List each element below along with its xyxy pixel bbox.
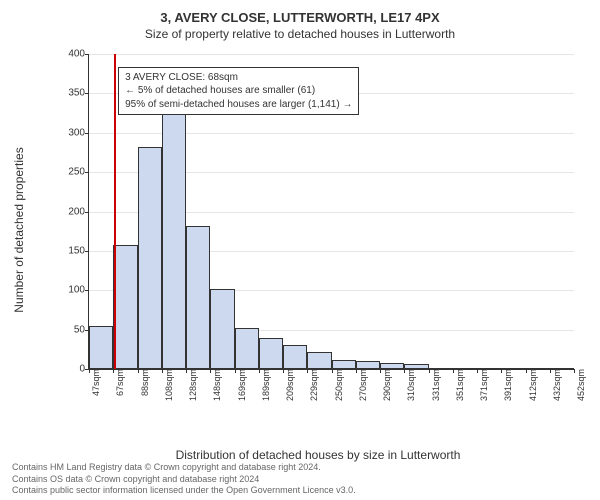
histogram-bar <box>210 289 234 369</box>
plot-area: 05010015020025030035040047sqm67sqm88sqm1… <box>88 54 574 370</box>
histogram-bar <box>113 245 137 369</box>
x-tick-label: 47sqm <box>89 369 101 396</box>
y-tick-label: 200 <box>68 206 89 217</box>
y-tick-label: 50 <box>74 324 89 335</box>
footer-line: Contains OS data © Crown copyright and d… <box>12 474 356 485</box>
histogram-bar <box>259 338 283 370</box>
x-tick-label: 108sqm <box>162 369 174 401</box>
x-tick-label: 88sqm <box>138 369 150 396</box>
x-tick-label: 371sqm <box>477 369 489 401</box>
histogram-bar <box>356 361 380 369</box>
y-tick-label: 350 <box>68 88 89 99</box>
x-tick-label: 229sqm <box>307 369 319 401</box>
footer: Contains HM Land Registry data © Crown c… <box>12 462 356 496</box>
x-tick-label: 412sqm <box>526 369 538 401</box>
chart-title: 3, AVERY CLOSE, LUTTERWORTH, LE17 4PX <box>0 0 600 25</box>
y-axis-label: Number of detached properties <box>12 50 26 410</box>
plot-wrap: 0 50 100 150 200 250 300 350 400 47sqm 67sqm 88sqm 1… <box>58 50 578 410</box>
x-tick-label: 432sqm <box>550 369 562 401</box>
x-tick-label: 148sqm <box>210 369 222 401</box>
histogram-bar <box>162 101 186 369</box>
x-tick-label: 67sqm <box>113 369 125 396</box>
y-tick-label: 100 <box>68 285 89 296</box>
x-tick-label: 189sqm <box>259 369 271 401</box>
y-tick-label: 150 <box>68 245 89 256</box>
x-tick-label: 169sqm <box>235 369 247 401</box>
info-box-line: 3 AVERY CLOSE: 68sqm <box>125 71 352 85</box>
x-tick-label: 209sqm <box>283 369 295 401</box>
histogram-bar <box>332 360 356 369</box>
histogram-bar <box>283 345 307 369</box>
x-tick-label: 452sqm <box>574 369 586 401</box>
y-tick-label: 300 <box>68 127 89 138</box>
y-tick-label: 0 <box>79 364 89 375</box>
x-axis-label: Distribution of detached houses by size … <box>58 448 578 462</box>
y-tick-label: 250 <box>68 167 89 178</box>
plot: 0 50 100 150 200 250 300 350 400 47sqm 67sqm 88sqm 1… <box>58 50 578 410</box>
histogram-bar <box>89 326 113 369</box>
histogram-bar <box>138 147 162 369</box>
x-tick-label: 310sqm <box>404 369 416 401</box>
histogram-bar <box>235 328 259 369</box>
chart-subtitle: Size of property relative to detached ho… <box>0 25 600 45</box>
x-tick-label: 128sqm <box>186 369 198 401</box>
x-tick-label: 290sqm <box>380 369 392 401</box>
x-tick-label: 351sqm <box>453 369 465 401</box>
chart-container: 3, AVERY CLOSE, LUTTERWORTH, LE17 4PX Si… <box>0 0 600 500</box>
y-tick-label: 400 <box>68 49 89 60</box>
footer-line: Contains HM Land Registry data © Crown c… <box>12 462 356 473</box>
x-tick-label: 331sqm <box>429 369 441 401</box>
x-tick-label: 250sqm <box>332 369 344 401</box>
marker-line <box>114 54 116 369</box>
info-box-line: ← 5% of detached houses are smaller (61) <box>125 84 352 98</box>
histogram-bar <box>186 226 210 369</box>
info-box: 3 AVERY CLOSE: 68sqm← 5% of detached hou… <box>118 67 359 116</box>
info-box-line: 95% of semi-detached houses are larger (… <box>125 98 352 112</box>
x-tick-label: 270sqm <box>356 369 368 401</box>
footer-line: Contains public sector information licen… <box>12 485 356 496</box>
x-tick-label: 391sqm <box>501 369 513 401</box>
histogram-bar <box>307 352 331 369</box>
